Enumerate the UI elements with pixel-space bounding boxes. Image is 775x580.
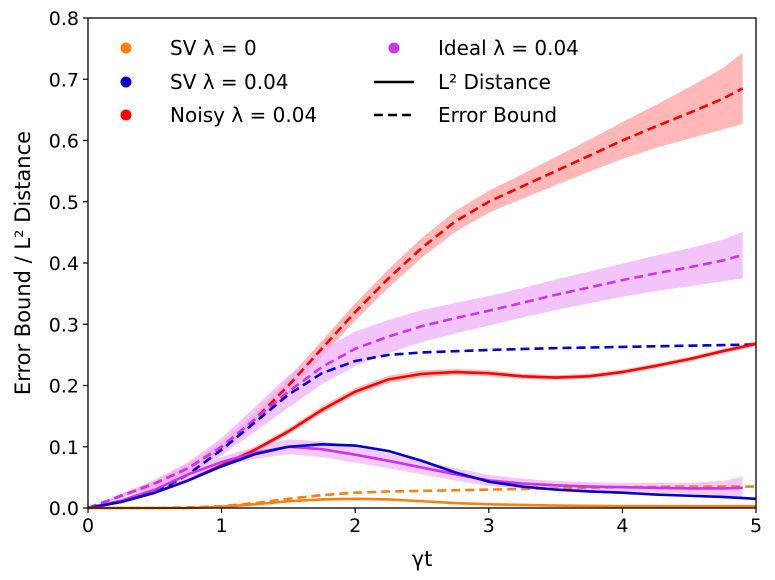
y-tick-label: 0.0 bbox=[49, 498, 79, 520]
y-tick-label: 0.6 bbox=[49, 131, 79, 153]
y-tick-label: 0.2 bbox=[49, 376, 79, 398]
line-ideal-0-04-l-distance bbox=[87, 445, 743, 510]
y-tick-label: 0.4 bbox=[49, 253, 79, 275]
x-axis-label: γt bbox=[412, 547, 433, 571]
legend-label: SV λ = 0 bbox=[170, 36, 257, 60]
series-lines bbox=[87, 87, 757, 510]
legend-marker-dot bbox=[120, 76, 132, 88]
legend-item-sv-0: SV λ = 0 bbox=[120, 36, 257, 60]
x-tick-label: 3 bbox=[483, 515, 495, 537]
band-ideal-0-04-error-bound bbox=[88, 231, 743, 508]
legend-label: Noisy λ = 0.04 bbox=[170, 103, 317, 127]
legend-item-error-bound: Error Bound bbox=[374, 103, 557, 127]
y-axis-label: Error Bound / L² Distance bbox=[11, 131, 35, 395]
x-tick-label: 5 bbox=[750, 515, 762, 537]
y-tick-label: 0.1 bbox=[49, 437, 79, 459]
y-axis-ticks: 0.0 0.1 0.2 0.3 0.4 0.5 0.6 0.7 0.8 bbox=[49, 8, 88, 520]
x-tick-label: 2 bbox=[349, 515, 361, 537]
legend-item-noisy-0-04: Noisy λ = 0.04 bbox=[120, 103, 317, 127]
line-sv-0-04-error-bound bbox=[87, 343, 757, 510]
line-sv-0-04-l-distance bbox=[87, 442, 757, 510]
legend-label: Ideal λ = 0.04 bbox=[438, 36, 579, 60]
x-tick-label: 1 bbox=[216, 515, 228, 537]
y-tick-label: 0.3 bbox=[49, 314, 79, 336]
y-tick-label: 0.5 bbox=[49, 192, 79, 214]
legend-marker-dot bbox=[120, 42, 132, 54]
legend-label: Error Bound bbox=[438, 103, 557, 127]
legend-item-sv-0-04: SV λ = 0.04 bbox=[120, 70, 289, 94]
legend-item-l-distance: L² Distance bbox=[374, 70, 551, 94]
legend-item-ideal-0-04: Ideal λ = 0.04 bbox=[388, 36, 579, 60]
legend-label: SV λ = 0.04 bbox=[170, 70, 289, 94]
legend-marker-dot bbox=[388, 42, 400, 54]
line-sv-0-l-distance bbox=[88, 497, 756, 510]
x-tick-label: 0 bbox=[82, 515, 94, 537]
y-tick-label: 0.7 bbox=[49, 69, 79, 91]
legend-label: L² Distance bbox=[438, 70, 551, 94]
legend-marker-dot bbox=[120, 109, 132, 121]
band-ideal-0-04-l-distance bbox=[88, 439, 743, 508]
line-ideal-0-04-error-bound bbox=[87, 253, 743, 510]
y-tick-label: 0.8 bbox=[49, 8, 79, 30]
x-axis-ticks: 0 1 2 3 4 5 bbox=[82, 508, 762, 537]
legend: SV λ = 0 SV λ = 0.04 Noisy λ = 0.04 Ideal λ… bbox=[120, 36, 579, 127]
x-tick-label: 4 bbox=[616, 515, 628, 537]
band-noisy-0-04-error-bound bbox=[88, 52, 743, 508]
